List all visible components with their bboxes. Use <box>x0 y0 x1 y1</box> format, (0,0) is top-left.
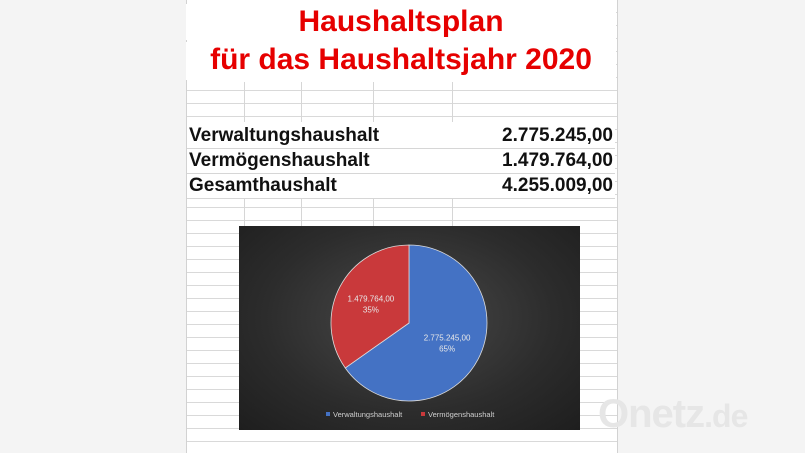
data-label-percent: 65% <box>439 345 455 354</box>
onetz-logo: Onetz.de <box>598 392 748 452</box>
grid-divider <box>301 198 302 226</box>
data-label-value: 2.775.245,00 <box>424 334 471 343</box>
legend-swatch <box>326 412 330 416</box>
pie-chart: 2.775.245,00 65% 1.479.764,00 35% Verwaltung… <box>239 226 580 430</box>
data-label-percent: 35% <box>363 305 379 314</box>
pie-slice-verwaltungshaushalt <box>344 244 488 402</box>
row-label: Vermögenshaushalt <box>189 150 370 171</box>
table-row: Gesamthaushalt 4.255.009,00 <box>187 174 615 199</box>
row-value: 4.255.009,00 <box>502 175 613 196</box>
row-value: 2.775.245,00 <box>502 125 613 146</box>
page-title: Haushaltsplan <box>186 4 616 40</box>
legend-label: Verwaltungshaushalt <box>333 410 403 419</box>
pie-chart-svg: 2.775.245,00 65% 1.479.764,00 35% Verwaltung… <box>326 244 495 419</box>
table-row: Vermögenshaushalt 1.479.764,00 <box>187 149 615 174</box>
grid-divider <box>373 198 374 226</box>
logo-brand: Onetz <box>598 392 705 436</box>
row-label: Verwaltungshaushalt <box>189 125 380 146</box>
legend-swatch <box>421 412 425 416</box>
table-row: Verwaltungshaushalt 2.775.245,00 <box>187 124 615 149</box>
grid-divider <box>452 82 453 122</box>
legend-label: Vermögenshaushalt <box>428 410 495 419</box>
grid-divider <box>373 82 374 122</box>
row-value: 1.479.764,00 <box>502 150 613 171</box>
data-label-value: 1.479.764,00 <box>348 294 395 303</box>
grid-divider <box>244 82 245 122</box>
page-subtitle: für das Haushaltsjahr 2020 <box>186 42 616 80</box>
grid-divider <box>244 198 245 226</box>
pie-slice-vermoegenshaushalt <box>330 244 410 369</box>
logo-tld: .de <box>704 398 748 434</box>
row-label: Gesamthaushalt <box>189 175 337 196</box>
grid-divider <box>452 198 453 226</box>
grid-divider <box>301 82 302 122</box>
